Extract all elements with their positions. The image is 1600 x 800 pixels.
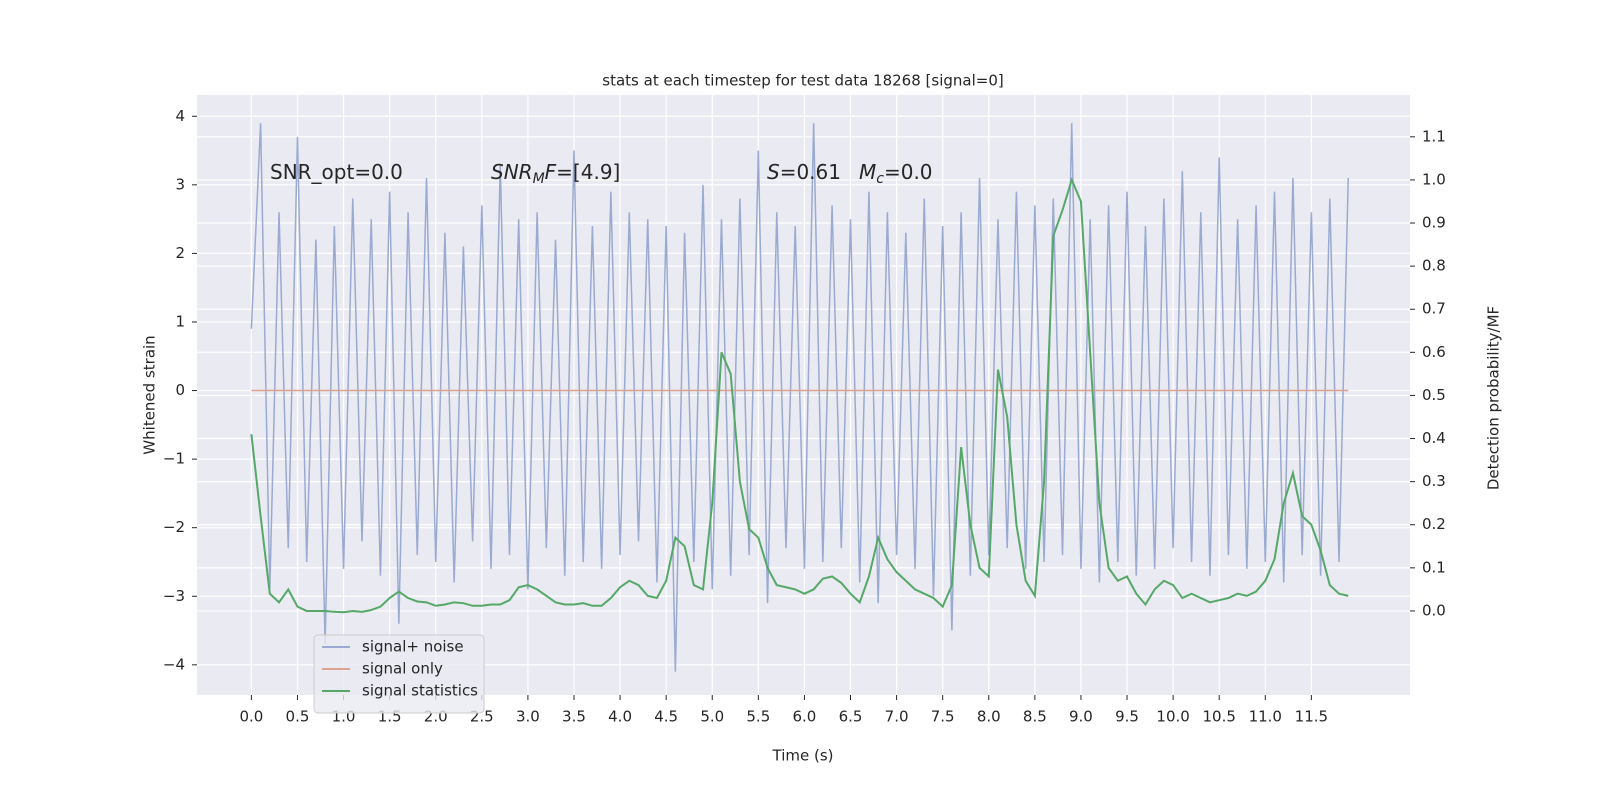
- annotation: SNRMF=[4.9]: [491, 160, 620, 188]
- chart-title: stats at each timestep for test data 182…: [602, 72, 1003, 90]
- x-tick-label: 9.5: [1115, 708, 1139, 726]
- x-tick-label: 9.0: [1069, 708, 1093, 726]
- annotation-part: c: [876, 171, 884, 187]
- annotation-part: =0.61: [780, 160, 841, 184]
- y-tick-label: −1: [163, 450, 185, 468]
- y2-tick-label: 0.8: [1422, 257, 1446, 275]
- grid: [197, 95, 1410, 695]
- y-tick-label: 0: [175, 381, 185, 399]
- y2-tick-label: 0.7: [1422, 300, 1446, 318]
- legend-label: signal statistics: [362, 682, 478, 700]
- x-tick-label: 8.0: [977, 708, 1001, 726]
- x-tick-label: 7.5: [931, 708, 955, 726]
- y2-tick-label: 0.5: [1422, 386, 1446, 404]
- legend-box: [313, 634, 485, 714]
- annotation: S=0.61: [767, 160, 841, 184]
- y-tick-label: 1: [175, 312, 185, 330]
- x-tick-label: 5.5: [746, 708, 770, 726]
- y2-tick-label: 1.1: [1422, 127, 1446, 145]
- annotation-part: M: [859, 160, 876, 184]
- y2-axis-label: Detection probability/MF: [1485, 306, 1503, 490]
- x-tick-label: 0.5: [286, 708, 310, 726]
- x-axis-label: Time (s): [772, 747, 834, 765]
- annotation-part: SNR: [491, 160, 533, 184]
- legend-label: signal only: [362, 660, 443, 678]
- legend: signal+ noise signal only signal statistic…: [313, 634, 485, 714]
- x-tick-label: 10.5: [1202, 708, 1235, 726]
- y2-tick-label: 0.9: [1422, 214, 1446, 232]
- x-tick-label: 7.0: [885, 708, 909, 726]
- y-tick-label: 2: [175, 244, 185, 262]
- annotation-part: F: [545, 160, 557, 184]
- annotation-part: M: [533, 171, 545, 187]
- y2-tick-label: 0.3: [1422, 472, 1446, 490]
- y2-tick-label: 0.4: [1422, 429, 1446, 447]
- x-tick-label: 5.0: [700, 708, 724, 726]
- x-tick-label: 6.5: [839, 708, 863, 726]
- y-tick-label: −2: [163, 518, 185, 536]
- x-tick-label: 11.5: [1295, 708, 1328, 726]
- y-axis-label: Whitened strain: [141, 335, 159, 454]
- x-tick-label: 3.5: [562, 708, 586, 726]
- annotation-part: =0.0: [884, 160, 933, 184]
- x-tick-label: 11.0: [1249, 708, 1282, 726]
- x-tick-label: 8.5: [1023, 708, 1047, 726]
- x-tick-label: 6.0: [792, 708, 816, 726]
- y-tick-label: −4: [163, 655, 185, 673]
- y2-tick-label: 0.0: [1422, 601, 1446, 619]
- y-tick-label: −3: [163, 587, 185, 605]
- series-line: [250, 123, 1349, 672]
- y2-tick-label: 1.0: [1422, 170, 1446, 188]
- annotation-part: S: [767, 160, 780, 184]
- annotation-part: F=[4.9]: [545, 160, 621, 184]
- x-tick-label: 3.0: [516, 708, 540, 726]
- y2-tick-label: 0.1: [1422, 558, 1446, 576]
- y-tick-label: 3: [175, 175, 185, 193]
- x-tick-label: 0.0: [239, 708, 263, 726]
- legend-label: signal+ noise: [362, 638, 464, 656]
- series-line: [250, 176, 1349, 614]
- y-tick-label: 4: [175, 107, 185, 125]
- x-tick-label: 4.0: [608, 708, 632, 726]
- annotation: Mc=0.0: [859, 160, 933, 188]
- y2-tick-label: 0.2: [1422, 515, 1446, 533]
- x-tick-label: 10.0: [1156, 708, 1189, 726]
- x-tick-label: 4.5: [654, 708, 678, 726]
- annotation: SNR_opt=0.0: [270, 160, 403, 184]
- annotation-part: =[4.9]: [556, 160, 620, 184]
- y2-tick-label: 0.6: [1422, 343, 1446, 361]
- annotation-part: SNR_opt=0.0: [270, 160, 403, 184]
